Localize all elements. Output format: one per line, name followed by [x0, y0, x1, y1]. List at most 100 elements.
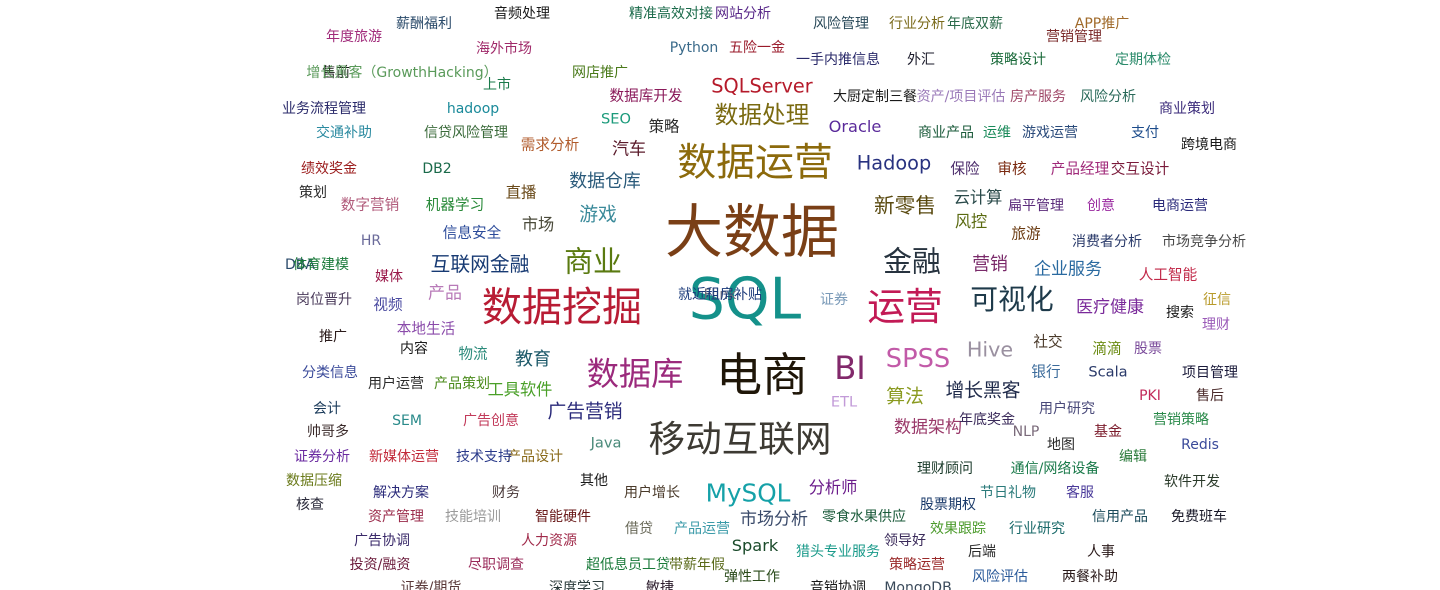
word-cloud-term: 信用产品 — [1092, 509, 1148, 525]
word-cloud-term: 工具软件 — [487, 379, 553, 399]
word-cloud-term: 游戏运营 — [1022, 125, 1078, 141]
word-cloud-term: 金融 — [883, 244, 941, 279]
word-cloud-term: 互联网金融 — [430, 253, 530, 277]
word-cloud-term: 风险分析 — [1080, 89, 1136, 105]
word-cloud-term: 征信 — [1203, 292, 1231, 308]
word-cloud-term: 理财 — [1202, 317, 1230, 333]
word-cloud-term: 地图 — [1047, 437, 1075, 453]
word-cloud-term: 理财顾问 — [917, 461, 973, 477]
word-cloud-term: 产品设计 — [507, 449, 563, 465]
word-cloud-term: 海外市场 — [476, 41, 532, 57]
word-cloud-term: 股票期权 — [920, 497, 976, 513]
word-cloud-term: 广告协调 — [354, 533, 410, 549]
word-cloud-term: 风控 — [954, 211, 988, 231]
word-cloud-term: SEO — [601, 110, 631, 128]
word-cloud-term: 商业策划 — [1159, 101, 1215, 117]
word-cloud-term: 可视化 — [970, 283, 1054, 317]
word-cloud-term: 音频处理 — [494, 6, 550, 22]
word-cloud-term: 审核 — [997, 160, 1027, 178]
word-cloud-term: 薪酬福利 — [396, 16, 452, 32]
word-cloud-term: SQLServer — [711, 74, 813, 98]
word-cloud-term: 交互设计 — [1110, 160, 1170, 178]
word-cloud-term: SQL — [688, 266, 802, 333]
word-cloud-term: 媒体 — [375, 269, 403, 285]
word-cloud-term: Hive — [966, 337, 1014, 362]
word-cloud-term: 保险 — [950, 160, 980, 178]
word-cloud-term: 社交 — [1033, 333, 1063, 351]
word-cloud-term: 策略运营 — [889, 557, 945, 573]
word-cloud-term: 其他 — [580, 473, 608, 489]
word-cloud-term: 两餐补助 — [1062, 569, 1118, 585]
word-cloud-term: 滴滴 — [1092, 340, 1122, 358]
word-cloud-term: 产品策划 — [434, 376, 490, 392]
word-cloud-term: 商业 — [564, 244, 622, 279]
word-cloud-term: 视频 — [373, 296, 403, 314]
word-cloud-term: 银行 — [1031, 363, 1061, 381]
word-cloud-term: 数字营销 — [340, 196, 400, 214]
word-cloud-term: 策略 — [648, 117, 680, 136]
word-cloud-term: 资产/项目评估 — [916, 89, 1006, 105]
word-cloud-term: 网站分析 — [715, 6, 771, 22]
word-cloud-term: 策划 — [299, 185, 327, 201]
word-cloud-term: 教育 — [515, 349, 551, 371]
word-cloud-term: 跨境电商 — [1181, 137, 1237, 153]
word-cloud-term: 基金 — [1094, 424, 1122, 440]
word-cloud-term: 体育建模 — [293, 257, 349, 273]
word-cloud-term: 营销策略 — [1153, 412, 1209, 428]
word-cloud-term: 证券/期货 — [400, 580, 462, 590]
word-cloud-term: 数据架构 — [894, 417, 962, 438]
word-cloud-term: 交通补助 — [316, 125, 372, 141]
word-cloud-term: 绩效奖金 — [301, 161, 357, 177]
word-cloud-term: 创意 — [1087, 198, 1115, 214]
word-cloud-term: 一手内推信息 — [796, 52, 880, 68]
word-cloud-term: 分类信息 — [302, 365, 358, 381]
word-cloud-term: 尽职调查 — [468, 557, 524, 573]
word-cloud-term: 消费者分析 — [1072, 234, 1142, 250]
word-cloud-term: 物流 — [458, 345, 488, 363]
word-cloud-term: 售后 — [1196, 388, 1224, 404]
word-cloud-term: 年度旅游 — [326, 29, 382, 45]
word-cloud-term: 超低息员工贷 — [586, 557, 670, 573]
word-cloud-term: 证券 — [820, 292, 848, 308]
word-cloud-term: APP推广 — [1074, 16, 1130, 32]
word-cloud-term: 市场分析 — [740, 509, 808, 530]
word-cloud-term: 支付 — [1131, 125, 1159, 141]
word-cloud-term: 行业分析 — [889, 16, 945, 32]
word-cloud-term: 就近租房补贴 — [678, 287, 762, 303]
word-cloud-term: DB2 — [422, 161, 452, 177]
word-cloud-term: 会计 — [313, 401, 341, 417]
word-cloud-term: 岗位晋升 — [296, 292, 352, 308]
word-cloud-term: 房产服务 — [1010, 89, 1066, 105]
word-cloud-term: 音销协调 — [810, 580, 866, 590]
word-cloud-term: 策略设计 — [990, 52, 1046, 68]
word-cloud-term: Oracle — [828, 116, 882, 136]
word-cloud-term: 增长黑客 — [945, 380, 1021, 402]
word-cloud-term: 营销 — [972, 254, 1008, 276]
word-cloud-term: 上市 — [483, 77, 511, 93]
word-cloud-term: 电商运营 — [1152, 198, 1208, 214]
word-cloud-term: 弹性工作 — [724, 569, 780, 585]
word-cloud-term: 本地生活 — [396, 320, 456, 338]
word-cloud-term: 新媒体运营 — [369, 449, 439, 465]
word-cloud-term: 效果跟踪 — [930, 521, 986, 537]
word-cloud-term: 产品 — [428, 283, 462, 304]
word-cloud-term: 定期体检 — [1115, 52, 1171, 68]
word-cloud-term: 信息安全 — [442, 224, 502, 242]
word-cloud-term: 旅游 — [1011, 225, 1041, 243]
word-cloud-term: PKI — [1139, 388, 1161, 404]
word-cloud-term: 猎头专业服务 — [796, 544, 880, 560]
word-cloud-term: DBA — [285, 257, 315, 273]
word-cloud-term: 数据压缩 — [286, 473, 342, 489]
word-cloud-term: Java — [590, 434, 622, 452]
word-cloud-term: 人力资源 — [521, 533, 577, 549]
word-cloud-term: 借贷 — [625, 521, 653, 537]
word-cloud-term: 数据库开发 — [609, 87, 683, 105]
word-cloud-term: Flink — [703, 287, 737, 303]
word-cloud-term: Scala — [1088, 363, 1128, 381]
word-cloud-term: 深度学习 — [549, 580, 605, 590]
word-cloud-term: 推广 — [319, 329, 347, 345]
word-cloud-term: 营销管理 — [1046, 29, 1102, 45]
word-cloud-term: 风险管理 — [813, 16, 869, 32]
word-cloud-term: SEM — [392, 413, 422, 429]
